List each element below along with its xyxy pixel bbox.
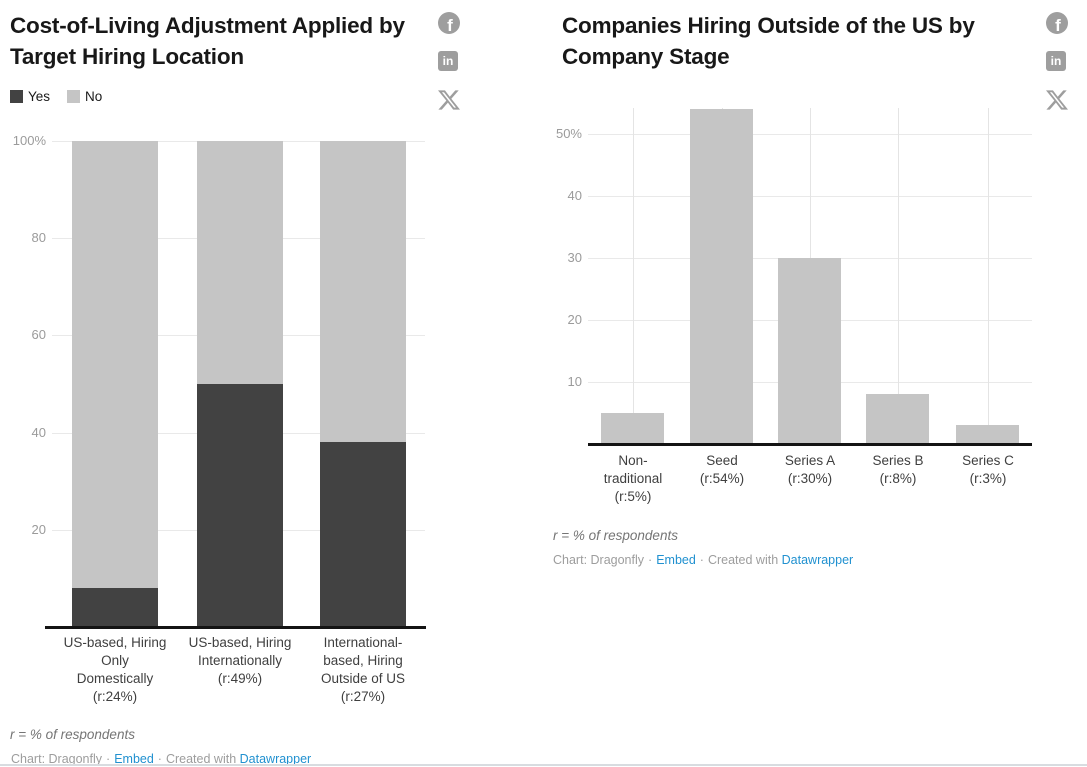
x-axis-baseline (588, 443, 1032, 446)
bar[interactable] (866, 394, 929, 444)
gridline-vertical (633, 108, 634, 444)
page-bottom-divider (0, 764, 1087, 766)
credit-separator: · (106, 752, 111, 766)
x-twitter-share-icon[interactable] (1046, 89, 1068, 111)
legend-item-no: No (67, 89, 102, 104)
chart-credit-line: Chart: Dragonfly · Embed · Created with Data… (553, 553, 853, 567)
bar-segment-no[interactable] (320, 141, 406, 443)
credit-separator: · (157, 752, 162, 766)
category-label: US-based, Hiring Internationally (r:49%) (188, 635, 292, 686)
plot-area: 10 20 30 40 50% Non- traditional (r:5%) Seed (… (552, 0, 1087, 767)
datawrapper-link[interactable]: Datawrapper (239, 752, 312, 766)
category-label: Series C (r:3%) (962, 453, 1014, 486)
x-twitter-share-icon[interactable] (438, 89, 460, 111)
linkedin-glyph: in (442, 54, 454, 68)
credit-source: Chart: Dragonfly (553, 553, 645, 567)
y-axis-tick-label: 60 (31, 327, 46, 342)
x-logo-icon (1046, 90, 1068, 110)
y-axis-tick-label: 40 (567, 188, 582, 203)
bar[interactable] (601, 413, 664, 444)
chart-footnote: r = % of respondents (553, 528, 678, 543)
category-label: Seed (r:54%) (699, 453, 745, 486)
y-axis-tick-label: 30 (567, 250, 582, 265)
bar-segment-yes[interactable] (197, 384, 283, 627)
y-axis-tick-label: 50% (555, 126, 582, 141)
category-label: US-based, Hiring Only Domestically (r:24… (63, 635, 167, 704)
chart-legend: Yes No (10, 89, 102, 104)
datawrapper-link[interactable]: Datawrapper (781, 553, 854, 567)
chart-title: Cost-of-Living Adjustment Applied by Tar… (10, 13, 405, 69)
embed-link[interactable]: Embed (114, 752, 154, 766)
credit-separator: · (648, 553, 653, 567)
plot-area: 20 40 60 80 100% US-based, Hiring Only Domest… (0, 0, 470, 767)
legend-swatch-yes (10, 90, 23, 103)
credit-source: Chart: Dragonfly (11, 752, 103, 766)
chart-panel-hiring-outside-us: Companies Hiring Outside of the US by Co… (552, 0, 1087, 767)
x-logo-icon (438, 90, 460, 110)
credit-separator: · (699, 553, 704, 567)
facebook-share-icon[interactable]: f (1046, 12, 1068, 34)
y-axis-tick-label: 40 (31, 425, 46, 440)
bar[interactable] (956, 425, 1019, 444)
linkedin-glyph: in (1050, 54, 1062, 68)
chart-panel-cost-of-living: Cost-of-Living Adjustment Applied by Tar… (0, 0, 470, 767)
y-axis-tick-label: 20 (31, 522, 46, 537)
credit-created-with: Created with (165, 752, 237, 766)
embed-link[interactable]: Embed (656, 553, 696, 567)
y-axis-tick-label: 20 (567, 312, 582, 327)
chart-title: Companies Hiring Outside of the US by Co… (562, 13, 975, 69)
linkedin-share-icon[interactable]: in (1046, 51, 1066, 71)
category-label: Series A (r:30%) (784, 453, 836, 486)
category-label: Non- traditional (r:5%) (603, 453, 663, 504)
bar-segment-yes[interactable] (72, 588, 158, 627)
gridline-vertical (988, 108, 989, 444)
bar-segment-no[interactable] (197, 141, 283, 384)
legend-item-yes: Yes (10, 89, 50, 104)
category-label: International- based, Hiring Outside of … (320, 635, 406, 704)
y-axis-tick-label: 10 (567, 374, 582, 389)
facebook-glyph: f (1055, 16, 1061, 34)
bar-segment-yes[interactable] (320, 442, 406, 627)
y-axis-tick-label: 100% (12, 133, 46, 148)
category-label: Series B (r:8%) (872, 453, 924, 486)
legend-swatch-no (67, 90, 81, 103)
legend-label-yes: Yes (28, 89, 51, 104)
bar-segment-no[interactable] (72, 141, 158, 589)
chart-footnote: r = % of respondents (10, 727, 135, 742)
facebook-share-icon[interactable]: f (438, 12, 460, 34)
x-axis-baseline (45, 626, 426, 629)
y-axis-tick-label: 80 (31, 230, 46, 245)
linkedin-share-icon[interactable]: in (438, 51, 458, 71)
chart-credit-line: Chart: Dragonfly · Embed · Created with Data… (11, 752, 311, 766)
bar[interactable] (778, 258, 841, 444)
facebook-glyph: f (447, 16, 453, 34)
credit-created-with: Created with (707, 553, 779, 567)
bar[interactable] (690, 109, 753, 444)
legend-label-no: No (85, 89, 103, 104)
gridline-vertical (898, 108, 899, 444)
